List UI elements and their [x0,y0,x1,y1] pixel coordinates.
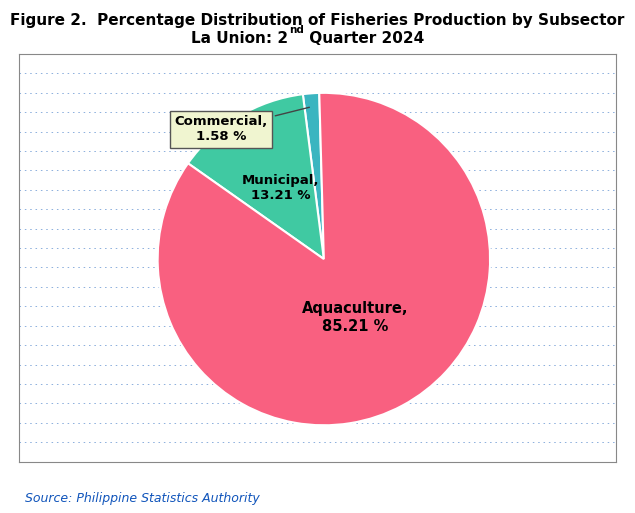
Text: La Union: 2: La Union: 2 [190,31,288,46]
Wedge shape [188,94,324,259]
Text: Figure 2.  Percentage Distribution of Fisheries Production by Subsector: Figure 2. Percentage Distribution of Fis… [10,13,625,28]
Text: nd: nd [290,25,304,35]
Text: Aquaculture,
85.21 %: Aquaculture, 85.21 % [302,302,408,334]
Wedge shape [303,93,324,259]
Text: Commercial,
1.58 %: Commercial, 1.58 % [174,107,309,144]
Text: Quarter 2024: Quarter 2024 [304,31,424,46]
Text: Municipal,
13.21 %: Municipal, 13.21 % [242,174,320,202]
Wedge shape [157,93,490,425]
Text: Source: Philippine Statistics Authority: Source: Philippine Statistics Authority [25,492,260,505]
